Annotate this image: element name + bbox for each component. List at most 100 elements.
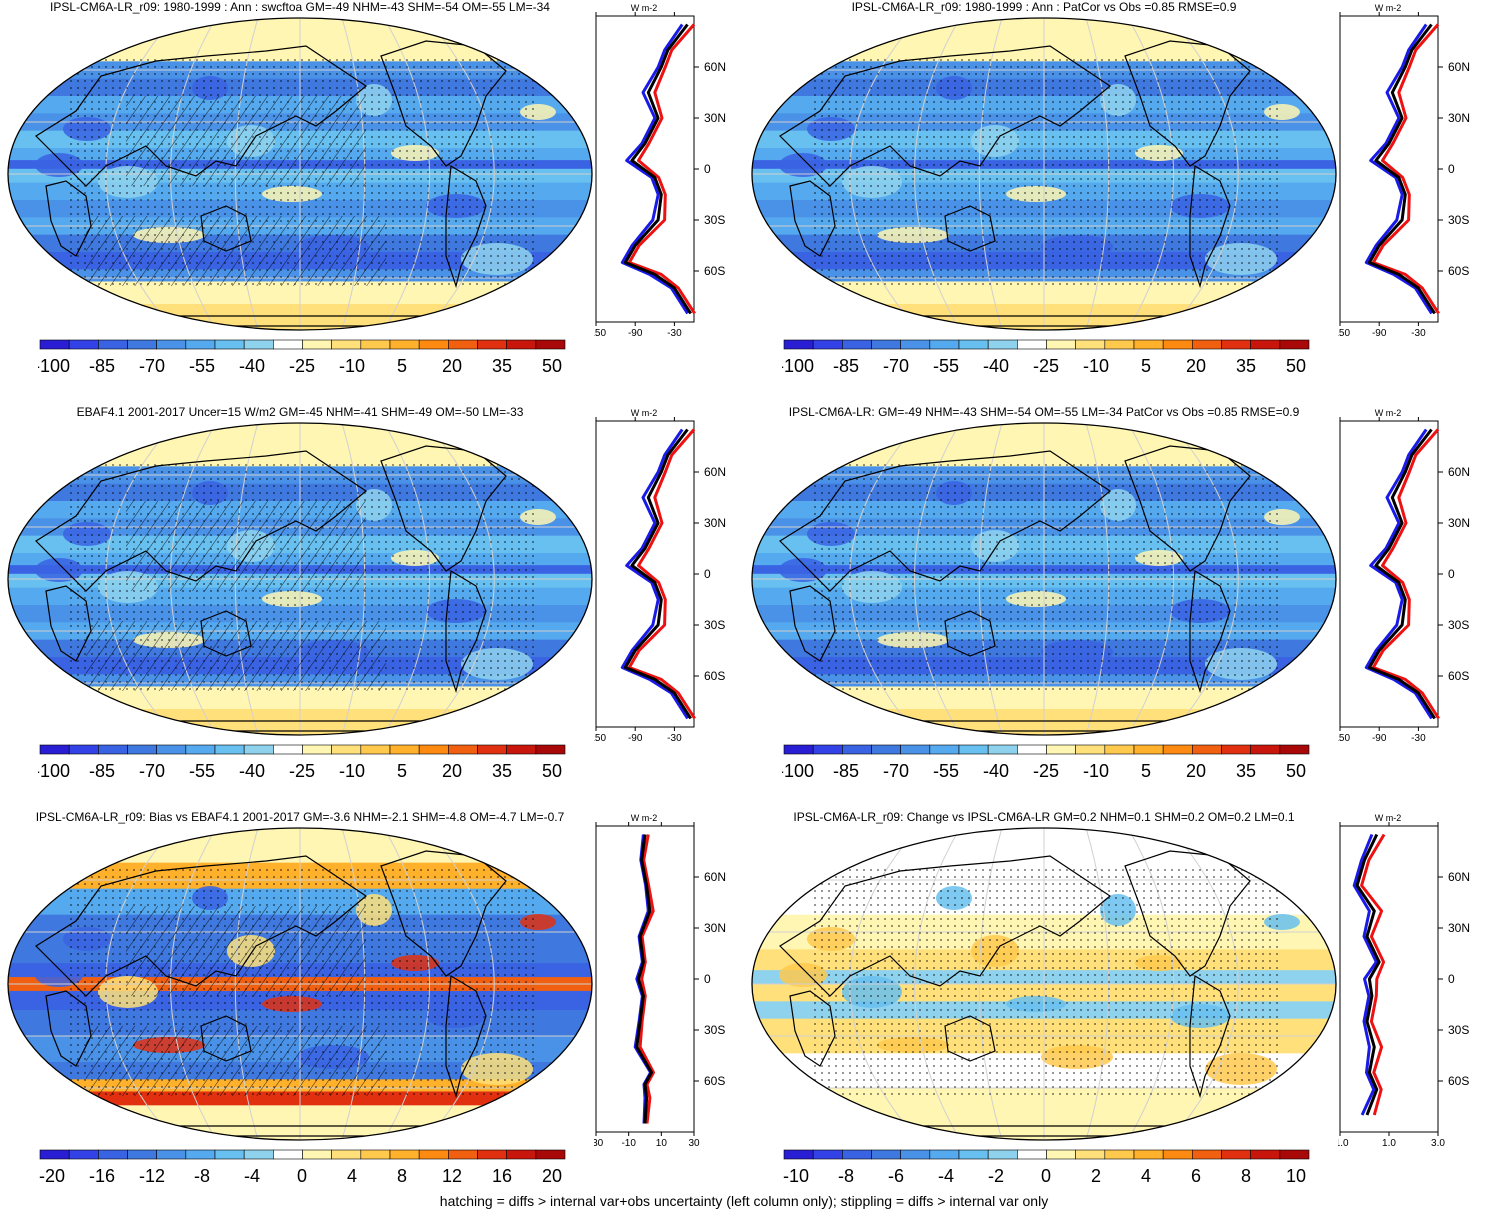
- colorbar-swatch: [1104, 339, 1135, 350]
- coastline: [1189, 164, 1231, 289]
- zonal-mean-line: [635, 834, 653, 1124]
- y-tick-label: 60S: [704, 264, 725, 278]
- y-tick-label: 30N: [1448, 516, 1470, 530]
- colorbar-swatch: [185, 339, 216, 350]
- y-tick-label: 30S: [1448, 213, 1469, 227]
- panel-title: IPSL-CM6A-LR_r09: 1980-1999 : Ann : swcf…: [50, 0, 550, 14]
- colorbar-label: -55: [189, 356, 215, 376]
- colorbar-swatch: [900, 744, 931, 755]
- colorbar-swatch: [214, 1149, 245, 1160]
- x-tick-label: -150: [1338, 733, 1350, 743]
- colorbar-swatch: [39, 339, 70, 350]
- map: [7, 827, 593, 1141]
- stipple-overlay: [810, 56, 1280, 286]
- coastline: [944, 1015, 996, 1062]
- map-border: [7, 17, 593, 331]
- colorbar-swatch: [871, 744, 901, 755]
- hatch-overlay: [86, 1026, 386, 1096]
- colorbar-label: 5: [1141, 761, 1151, 781]
- colorbar-swatch: [871, 1149, 901, 1160]
- colorbar-label: 2: [1091, 1166, 1101, 1186]
- coastline: [445, 974, 487, 1099]
- colorbar-swatch: [156, 339, 187, 350]
- colorbar-swatch: [302, 744, 332, 755]
- x-tick-label: -150: [1338, 328, 1350, 338]
- colorbar-swatch: [448, 1149, 478, 1160]
- zonal-profile: W m-2 -150 -90 -30 60N 30N 0 30S 60S: [1338, 408, 1470, 743]
- y-tick-label: 0: [704, 972, 711, 986]
- colorbar-swatch: [331, 339, 362, 350]
- colorbar-label: -25: [1033, 356, 1059, 376]
- zonal-mean-line: [627, 23, 696, 315]
- colorbar-swatch: [127, 1149, 157, 1160]
- colorbar-label: -16: [89, 1166, 115, 1186]
- colorbar-swatch: [389, 744, 420, 755]
- coastline: [35, 450, 368, 592]
- zonal-mean-line: [1367, 428, 1436, 720]
- colorbar-label: -4: [244, 1166, 260, 1186]
- colorbar: -100 -85 -70 -55 -40 -25 -10 5 20 35 50: [38, 339, 566, 376]
- coastline: [35, 855, 368, 997]
- x-tick-label: -30: [667, 733, 682, 743]
- colorbar: -100 -85 -70 -55 -40 -25 -10 5 20 35 50: [782, 744, 1310, 781]
- colorbar-swatch: [1133, 744, 1164, 755]
- field-patch: [28, 68, 64, 84]
- colorbar-swatch: [214, 744, 245, 755]
- colorbar-swatch: [331, 744, 362, 755]
- colorbar-swatch: [273, 1149, 303, 1160]
- colorbar-label: 16: [492, 1166, 512, 1186]
- colorbar-label: -2: [988, 1166, 1004, 1186]
- zonal-mean-line: [620, 23, 689, 315]
- colorbar-swatch: [812, 744, 843, 755]
- colorbar-label: -12: [139, 1166, 165, 1186]
- y-tick-label: 60N: [704, 465, 726, 479]
- y-tick-label: 60N: [1448, 465, 1470, 479]
- zonal-profile: W m-2 -150 -90 -30 60N 30N 0 30S 60S: [594, 3, 726, 338]
- coastline: [944, 610, 996, 657]
- colorbar-label: 50: [542, 356, 562, 376]
- y-tick-label: 30S: [704, 1023, 725, 1037]
- colorbar-swatch: [273, 744, 303, 755]
- colorbar-swatch: [214, 339, 245, 350]
- colorbar-swatch: [1221, 744, 1251, 755]
- y-tick-label: 60S: [704, 669, 725, 683]
- colorbar-label: -25: [289, 356, 315, 376]
- colorbar-swatch: [360, 1149, 391, 1160]
- colorbar-swatch: [302, 1149, 332, 1160]
- field-patch: [772, 878, 808, 894]
- panel-ebaf: EBAF4.1 2001-2017 Uncer=15 W/m2 GM=-45 N…: [0, 405, 744, 810]
- colorbar-swatch: [900, 1149, 931, 1160]
- colorbar-label: 0: [297, 1166, 307, 1186]
- panel-title: IPSL-CM6A-LR: GM=-49 NHM=-43 SHM=-54 OM=…: [788, 405, 1300, 419]
- colorbar-swatch: [812, 1149, 843, 1160]
- colorbar-label: 4: [1141, 1166, 1151, 1186]
- map-field: [752, 423, 1336, 735]
- zonal-mean-line: [1371, 23, 1440, 315]
- map: [751, 827, 1337, 1141]
- y-tick-label: 60S: [1448, 1074, 1469, 1088]
- colorbar-swatch: [1250, 1149, 1281, 1160]
- x-tick-label: -1.0: [1338, 1138, 1349, 1148]
- colorbar-swatch: [331, 1149, 362, 1160]
- colorbar-label: -100: [782, 356, 814, 376]
- coastline: [45, 585, 92, 662]
- colorbar-swatch: [243, 744, 274, 755]
- colorbar-label: -70: [139, 761, 165, 781]
- colorbar-swatch: [302, 339, 332, 350]
- colorbar-swatch: [929, 744, 960, 755]
- coastline: [789, 585, 836, 662]
- colorbar-swatch: [156, 1149, 187, 1160]
- colorbar-label: -55: [933, 761, 959, 781]
- colorbar-label: 6: [1191, 1166, 1201, 1186]
- y-tick-label: 30S: [704, 213, 725, 227]
- colorbar-label: -100: [38, 356, 70, 376]
- colorbar-label: 20: [1186, 761, 1206, 781]
- colorbar-swatch: [273, 339, 303, 350]
- colorbar-label: -10: [1083, 356, 1109, 376]
- colorbar-label: 20: [1186, 356, 1206, 376]
- colorbar-swatch: [812, 339, 843, 350]
- x-tick-label: -30: [1411, 733, 1426, 743]
- colorbar-swatch: [68, 339, 99, 350]
- colorbar-label: -10: [1083, 761, 1109, 781]
- y-tick-label: 60S: [1448, 264, 1469, 278]
